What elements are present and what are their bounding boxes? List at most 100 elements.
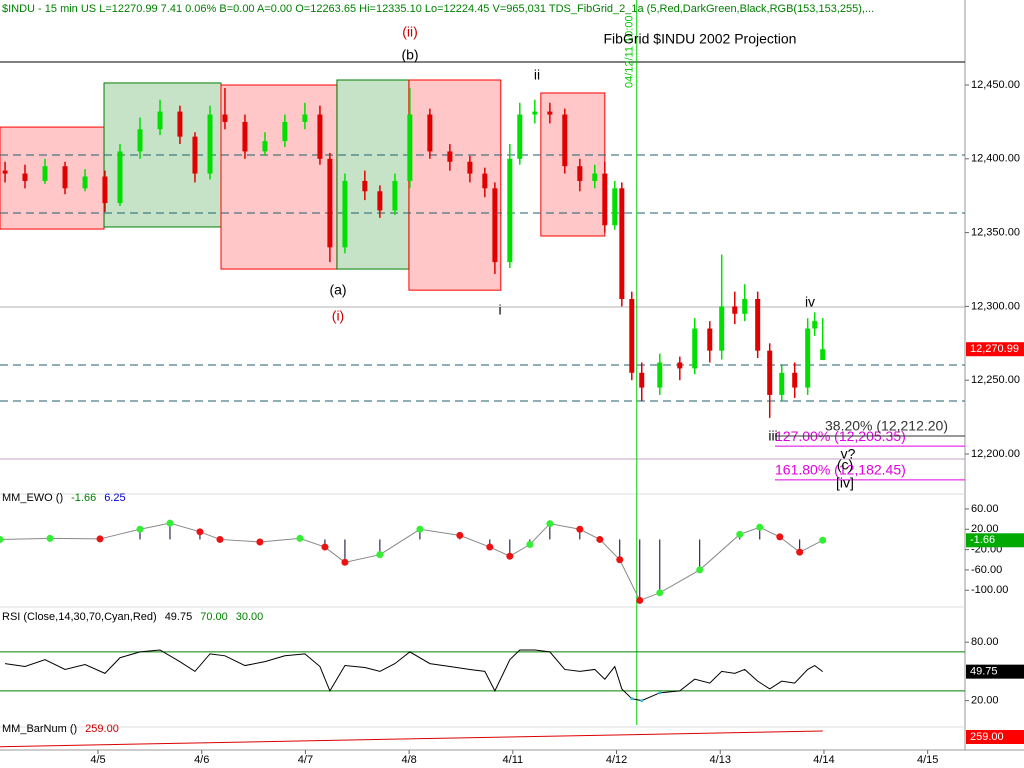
- indicator-legend: RSI (Close,14,30,70,Cyan,Red): [2, 611, 157, 623]
- ewo-dot: [216, 535, 224, 543]
- ewo-dot: [756, 523, 764, 531]
- ewo-dot: [166, 519, 174, 527]
- ewo-dot: [136, 525, 144, 533]
- barnum-tag-bg: [966, 730, 1024, 745]
- wave-label: (c): [837, 457, 853, 473]
- ewo-dot: [596, 535, 604, 543]
- y-tick-label: 80.00: [971, 636, 999, 648]
- candle-body: [767, 350, 773, 395]
- candle-body: [282, 121, 288, 142]
- candle-body: [657, 362, 663, 388]
- wave-label: v?: [841, 446, 856, 462]
- ewo-dot: [796, 548, 804, 556]
- ewo-dot: [416, 525, 424, 533]
- ewo-dot: [819, 536, 827, 544]
- header-text: $INDU - 15 min US L=12270.99 7.41 0.06% …: [2, 3, 874, 15]
- y-tick-label: 12,350.00: [971, 227, 1020, 239]
- y-tick-label: 12,250.00: [971, 374, 1020, 386]
- candle-body: [392, 180, 398, 211]
- candle-body: [639, 372, 645, 388]
- fib-label: 161.80% (12,182.45): [775, 462, 906, 478]
- candle-body: [377, 191, 383, 211]
- fib-label: 38.20% (12,212.20): [825, 418, 948, 434]
- ewo-dot: [321, 543, 329, 551]
- ewo-dot: [656, 589, 664, 597]
- y-tick-label: 12,400.00: [971, 153, 1020, 165]
- candle-body: [492, 188, 498, 263]
- candle-body: [805, 328, 811, 388]
- candle-body: [362, 180, 368, 192]
- candle-body: [755, 299, 761, 351]
- x-tick-label: 4/11: [503, 754, 524, 766]
- wave-label: (b): [401, 47, 418, 63]
- ewo-dot: [546, 520, 554, 528]
- y-tick-label: 20.00: [971, 523, 999, 535]
- candle-body: [517, 114, 523, 159]
- candle-body: [22, 173, 28, 181]
- candle-body: [602, 173, 608, 226]
- ewo-dot: [341, 558, 349, 566]
- wave-label: ii: [534, 67, 540, 83]
- candle-body: [742, 299, 748, 314]
- wave-label: i: [498, 302, 501, 318]
- x-tick-label: 4/15: [917, 754, 938, 766]
- fib-box: [540, 92, 606, 237]
- fib-box: [0, 126, 105, 230]
- last-price-tag: 12,270.99: [970, 343, 1019, 355]
- candle-body: [612, 188, 618, 226]
- candle-body: [507, 158, 513, 263]
- indicator-legend: 70.00: [200, 611, 228, 623]
- indicator-legend: 259.00: [85, 723, 119, 735]
- candle-body: [707, 328, 713, 351]
- candle-body: [302, 114, 308, 122]
- candle-body: [342, 180, 348, 248]
- candle-body: [677, 362, 683, 369]
- candle-body: [242, 121, 248, 152]
- candle-body: [629, 299, 635, 373]
- y-tick-label: 12,450.00: [971, 79, 1020, 91]
- ewo-dot: [776, 533, 784, 541]
- candle-body: [592, 173, 598, 181]
- y-tick-label: 12,200.00: [971, 448, 1020, 460]
- ewo-dot: [456, 531, 464, 539]
- indicator-legend: 6.25: [104, 492, 125, 504]
- candle-body: [117, 151, 123, 204]
- candle-body: [562, 114, 568, 167]
- x-tick-label: 4/12: [606, 754, 627, 766]
- indicator-legend: 49.75: [165, 611, 193, 623]
- candle-body: [482, 173, 488, 189]
- candle-body: [407, 114, 413, 181]
- wave-label: (ii): [402, 24, 418, 40]
- ewo-dot: [46, 534, 54, 542]
- candle-body: [532, 111, 538, 115]
- rsi-tag: 49.75: [970, 666, 998, 678]
- fib-box: [336, 79, 410, 270]
- candle-body: [62, 166, 68, 189]
- ewo-dot: [96, 535, 104, 543]
- y-tick-label: 12,300.00: [971, 300, 1020, 312]
- candle-body: [192, 136, 198, 174]
- wave-label: iv: [805, 294, 815, 310]
- y-tick-label: -60.00: [971, 564, 1002, 576]
- oversold-point: [640, 699, 644, 703]
- oversold-point: [630, 697, 634, 701]
- ewo-dot: [376, 551, 384, 559]
- wave-label: (a): [329, 282, 346, 298]
- last-price-tag-bg: [966, 342, 1024, 357]
- ewo-dot: [696, 566, 704, 574]
- x-tick-label: 4/14: [813, 754, 834, 766]
- candle-body: [779, 372, 785, 395]
- chart-title: FibGrid $INDU 2002 Projection: [604, 31, 797, 47]
- wave-label: iii: [768, 428, 777, 444]
- ewo-dot: [296, 534, 304, 542]
- candle-body: [317, 114, 323, 159]
- candle-body: [222, 114, 228, 122]
- candle-body: [102, 176, 108, 204]
- series-line: [0, 730, 823, 748]
- y-tick-label: -100.00: [971, 584, 1008, 596]
- candle-body: [447, 151, 453, 162]
- candle-body: [82, 176, 88, 189]
- candle-body: [42, 166, 48, 181]
